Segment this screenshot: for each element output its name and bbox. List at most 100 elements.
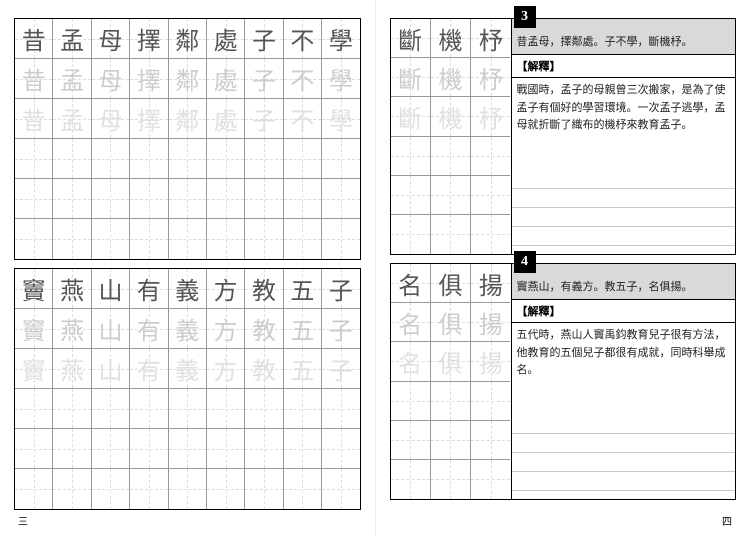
practice-cell: 有	[130, 349, 168, 389]
practice-cell: 處	[207, 19, 245, 59]
practice-cell	[207, 429, 245, 469]
practice-cell	[130, 219, 168, 259]
practice-char: 母	[98, 61, 122, 96]
practice-cell	[169, 469, 207, 509]
section-3-ruled-area	[512, 170, 736, 254]
right-grid-cell: 機	[431, 19, 471, 58]
practice-cell	[322, 429, 359, 469]
practice-cell	[92, 469, 130, 509]
right-grid-cell	[391, 460, 431, 499]
right-grid-cell: 俱	[431, 342, 471, 381]
practice-cell: 擇	[130, 99, 168, 139]
practice-cell: 不	[284, 59, 322, 99]
page-number-left: 三	[18, 513, 28, 528]
practice-cell: 鄰	[169, 19, 207, 59]
right-grid-char: 機	[438, 21, 462, 56]
right-grid-row: 名俱揚	[391, 264, 511, 303]
practice-row	[15, 179, 360, 219]
practice-cell: 義	[169, 269, 207, 309]
practice-cell: 擇	[130, 19, 168, 59]
right-grid-char: 機	[438, 99, 462, 134]
right-grid-cell: 杼	[471, 97, 510, 136]
right-grid-cell: 名	[391, 264, 431, 303]
practice-cell: 五	[284, 349, 322, 389]
practice-char: 學	[329, 61, 353, 96]
practice-cell: 鄰	[169, 99, 207, 139]
section-4-ruled-area	[512, 415, 736, 499]
practice-cell: 昔	[15, 99, 53, 139]
right-grid-cell: 名	[391, 303, 431, 342]
practice-row: 昔孟母擇鄰處子不學	[15, 99, 360, 139]
practice-cell	[284, 219, 322, 259]
right-grid-char: 名	[398, 305, 422, 340]
practice-char: 母	[98, 21, 122, 56]
practice-cell: 擇	[130, 59, 168, 99]
section-3-content: 3 昔孟母，擇鄰處。子不學，斷機杼。 【解釋】 戰國時，孟子的母親曾三次搬家，是…	[512, 19, 736, 254]
practice-row	[15, 429, 360, 469]
section-4-grid: 名俱揚名俱揚名俱揚	[391, 264, 512, 499]
practice-cell: 燕	[53, 349, 91, 389]
practice-cell: 不	[284, 99, 322, 139]
practice-block-2: 竇燕山有義方教五子竇燕山有義方教五子竇燕山有義方教五子	[14, 268, 361, 510]
section-4-body: 五代時，燕山人竇禹鈞教育兒子很有方法，他教育的五個兒子都很有成就，同時科舉成名。	[512, 323, 736, 415]
right-grid-cell	[431, 137, 471, 176]
practice-cell: 義	[169, 309, 207, 349]
practice-cell: 教	[245, 269, 283, 309]
practice-cell	[284, 139, 322, 179]
practice-char: 五	[290, 311, 314, 346]
right-grid-cell: 名	[391, 342, 431, 381]
practice-row	[15, 219, 360, 259]
section-4: 名俱揚名俱揚名俱揚 4 竇燕山，有義方。教五子，名俱揚。 【解釋】 五代時，燕山…	[390, 263, 737, 500]
practice-cell	[207, 389, 245, 429]
practice-char: 學	[329, 101, 353, 136]
right-grid-cell: 機	[431, 97, 471, 136]
practice-cell	[53, 429, 91, 469]
practice-cell	[92, 179, 130, 219]
practice-cell	[207, 139, 245, 179]
practice-char: 山	[98, 271, 122, 306]
practice-char: 擇	[137, 61, 161, 96]
practice-char: 孟	[60, 21, 84, 56]
practice-char: 母	[98, 101, 122, 136]
right-grid-cell	[431, 215, 471, 254]
practice-char: 燕	[60, 351, 84, 386]
right-grid-row	[391, 215, 511, 254]
right-grid-row	[391, 137, 511, 176]
practice-char: 子	[329, 311, 353, 346]
right-grid-char: 俱	[438, 305, 462, 340]
right-grid-row	[391, 176, 511, 215]
practice-cell	[284, 179, 322, 219]
practice-cell	[53, 219, 91, 259]
practice-cell	[92, 389, 130, 429]
practice-cell	[169, 179, 207, 219]
practice-cell	[130, 139, 168, 179]
practice-char: 處	[214, 101, 238, 136]
practice-row: 竇燕山有義方教五子	[15, 309, 360, 349]
practice-cell	[169, 139, 207, 179]
right-grid-char: 俱	[438, 266, 462, 301]
practice-cell	[322, 179, 359, 219]
practice-row: 昔孟母擇鄰處子不學	[15, 59, 360, 99]
practice-cell	[53, 179, 91, 219]
right-grid-cell	[471, 137, 510, 176]
practice-cell	[53, 469, 91, 509]
practice-cell: 母	[92, 59, 130, 99]
practice-char: 子	[252, 101, 276, 136]
right-grid-cell	[471, 215, 510, 254]
right-grid-char: 機	[438, 60, 462, 95]
practice-char: 鄰	[175, 61, 199, 96]
practice-cell: 燕	[53, 309, 91, 349]
right-grid-cell	[391, 137, 431, 176]
practice-char: 竇	[22, 271, 46, 306]
right-grid-cell	[431, 421, 471, 460]
practice-char: 方	[214, 311, 238, 346]
right-grid-row: 斷機杼	[391, 97, 511, 136]
right-grid-cell: 揚	[471, 264, 510, 303]
practice-cell: 孟	[53, 19, 91, 59]
right-grid-cell: 杼	[471, 19, 510, 58]
right-grid-cell: 機	[431, 58, 471, 97]
practice-cell	[15, 469, 53, 509]
right-grid-cell: 俱	[431, 303, 471, 342]
right-grid-cell: 揚	[471, 342, 510, 381]
page-number-right: 四	[722, 513, 732, 528]
